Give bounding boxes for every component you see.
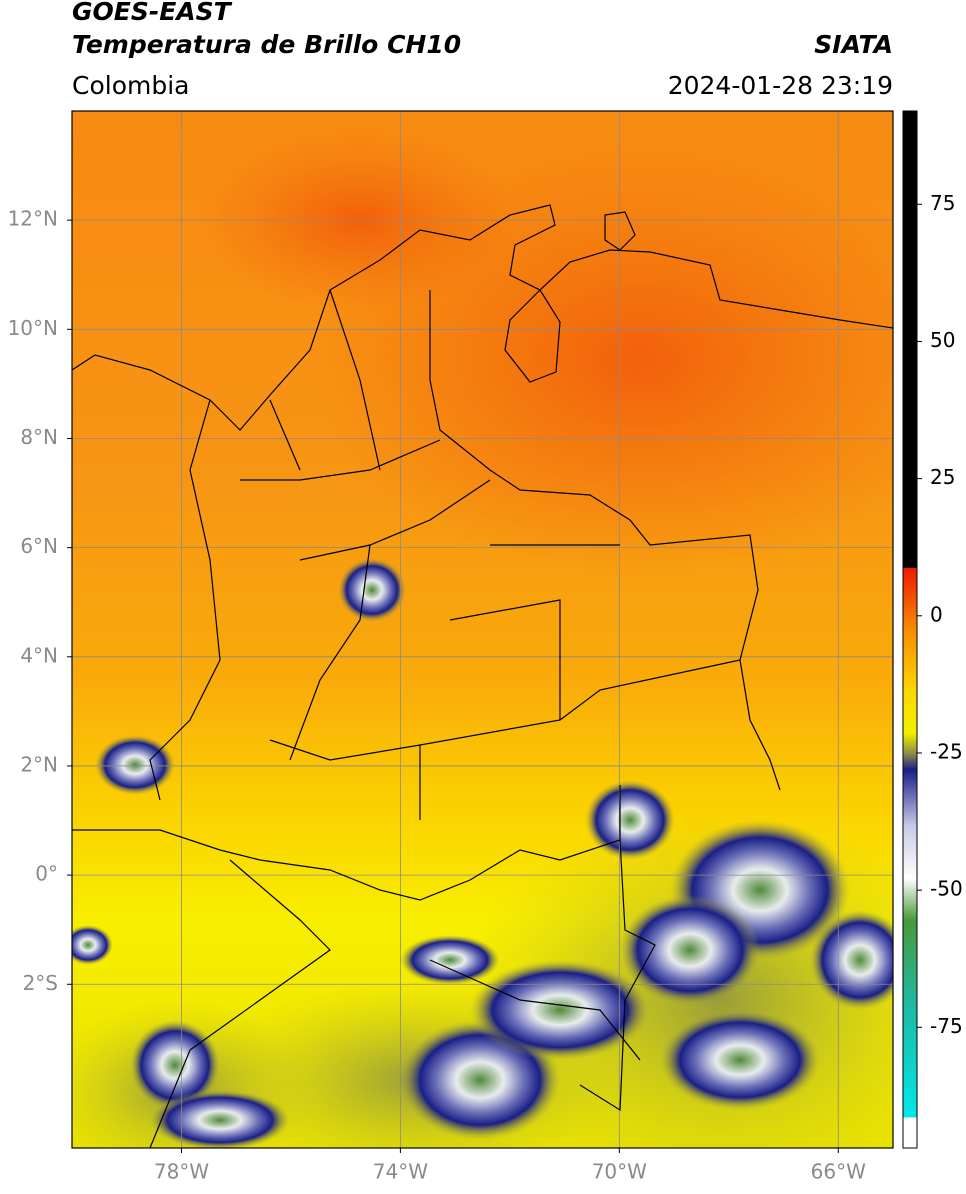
colorbar-label: -25 xyxy=(930,739,963,763)
y-tick-label: 4°N xyxy=(20,643,58,667)
colorbar-label: -75 xyxy=(930,1014,963,1038)
source: SIATA xyxy=(814,30,893,59)
colorbar xyxy=(902,110,918,1149)
title: GOES-EAST xyxy=(72,0,233,26)
y-tick-label: 12°N xyxy=(8,207,58,231)
colorbar-label: 75 xyxy=(930,191,955,215)
datetime: 2024-01-28 23:19 xyxy=(668,71,893,100)
y-tick-label: 6°N xyxy=(20,534,58,558)
colorbar-label: -50 xyxy=(930,877,963,901)
borders xyxy=(72,204,893,1148)
colorbar-label: 25 xyxy=(930,465,955,489)
x-tick-label: 78°W xyxy=(154,1160,209,1184)
subtitle: Temperatura de Brillo CH10 xyxy=(72,30,461,59)
region: Colombia xyxy=(72,71,189,100)
x-tick-label: 66°W xyxy=(811,1160,866,1184)
colorbar-label: 0 xyxy=(930,602,943,626)
map-frame xyxy=(71,110,894,1149)
y-tick-label: 10°N xyxy=(8,316,58,340)
y-tick-label: 0° xyxy=(35,862,58,886)
x-tick-label: 70°W xyxy=(592,1160,647,1184)
colorbar-label: 50 xyxy=(930,328,955,352)
labels: 78°W 74°W 70°W 66°W 12°N 10°N 8°N 6°N 4°N 2°N 0° 2°… xyxy=(8,191,963,1184)
y-tick-label: 2°S xyxy=(23,971,58,995)
y-tick-label: 8°N xyxy=(20,425,58,449)
y-tick-label: 2°N xyxy=(20,752,58,776)
x-tick-label: 74°W xyxy=(373,1160,428,1184)
satellite-image xyxy=(72,111,893,1148)
grid xyxy=(72,111,893,1148)
